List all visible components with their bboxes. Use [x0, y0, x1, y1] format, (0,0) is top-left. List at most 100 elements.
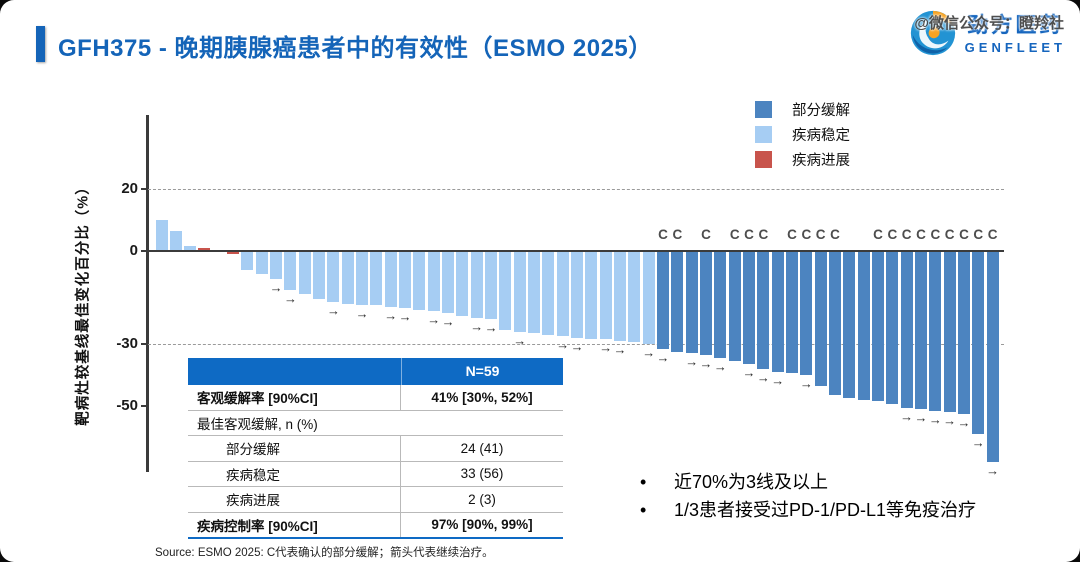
- waterfall-bar: [384, 251, 397, 307]
- table-value-cell: 33 (56): [460, 466, 504, 482]
- confirmed-response-marker: C: [973, 227, 984, 242]
- waterfall-bar: [943, 251, 956, 413]
- continuing-treatment-arrow: →: [699, 355, 713, 371]
- confirmed-response-marker: C: [987, 227, 998, 242]
- pr-swatch: [755, 101, 772, 118]
- bullet-dot: •: [640, 500, 647, 520]
- continuing-treatment-arrow: →: [470, 318, 484, 334]
- waterfall-bar: [169, 230, 182, 251]
- gridline-20: [148, 189, 1004, 190]
- bullet-dot: •: [640, 472, 647, 492]
- y-tick-label: 0: [129, 242, 138, 259]
- confirmed-response-marker: C: [672, 227, 683, 242]
- watermark-text: @微信公众号：瞪羚社: [914, 15, 1064, 32]
- waterfall-bar: [356, 251, 369, 306]
- waterfall-bar: [757, 251, 770, 369]
- results-table: N=59 客观缓解率 [90%CI] 41% [30%, 52%] 最佳客观缓解, n…: [188, 358, 563, 539]
- genfleet-logo-icon: [910, 10, 955, 56]
- confirmed-response-marker: C: [930, 227, 941, 242]
- continuing-treatment-arrow: →: [799, 376, 813, 391]
- genfleet-logo: 劲方医药 GENFLEET: [907, 6, 1066, 58]
- waterfall-bar: [800, 251, 813, 375]
- waterfall-bar: [184, 246, 197, 251]
- continuing-treatment-arrow: →: [957, 414, 971, 430]
- y-tick-mark: [141, 405, 147, 407]
- waterfall-bar: [714, 251, 727, 358]
- table-row: 疾病控制率 [90%CI] 97% [90%, 99%]: [188, 512, 563, 539]
- continuing-treatment-arrow: →: [685, 354, 699, 370]
- continuing-treatment-arrow: →: [971, 434, 985, 450]
- table-row: 部分缓解 24 (41): [188, 436, 563, 462]
- table-row: 疾病稳定 33 (56): [188, 461, 563, 487]
- waterfall-bar: [585, 251, 598, 340]
- continuing-treatment-arrow: →: [771, 372, 785, 388]
- waterfall-bar: [700, 251, 713, 355]
- continuing-treatment-arrow: →: [713, 358, 727, 374]
- table-label-cell: 疾病稳定: [188, 461, 401, 486]
- waterfall-bar: [542, 251, 555, 335]
- table-header-empty-cell: [188, 358, 402, 385]
- confirmed-response-marker: C: [787, 227, 797, 242]
- bullet-item: • 近70%为3线及以上: [636, 468, 976, 496]
- continuing-treatment-arrow: →: [756, 369, 770, 385]
- waterfall-bar: [241, 251, 254, 270]
- continuing-treatment-arrow: →: [900, 408, 914, 424]
- legend-label: 疾病进展: [792, 153, 850, 169]
- continuing-treatment-arrow: →: [355, 306, 369, 322]
- legend-item: 疾病稳定: [755, 126, 850, 144]
- confirmed-response-marker: C: [658, 227, 668, 242]
- waterfall-bar: [155, 220, 168, 251]
- waterfall-bar: [843, 251, 856, 399]
- waterfall-bar: [485, 251, 498, 320]
- continuing-treatment-arrow: →: [742, 365, 756, 381]
- table-row: 疾病进展 2 (3): [188, 487, 563, 513]
- bullet-item: • 1/3患者接受过PD-1/PD-L1等免疫治疗: [636, 496, 976, 524]
- y-tick-mark: [141, 343, 147, 345]
- confirmed-response-marker: C: [815, 227, 826, 242]
- table-label-cell: 客观缓解率 [90%CI]: [188, 385, 401, 410]
- waterfall-bar: [599, 251, 612, 340]
- y-tick-label: -30: [116, 335, 138, 352]
- company-name-cn: 劲方医药: [967, 14, 1064, 37]
- waterfall-bar: [628, 251, 641, 343]
- y-tick-mark: [141, 250, 147, 252]
- chart-legend: 部分缓解疾病稳定疾病进展: [755, 101, 850, 176]
- waterfall-bar: [284, 251, 297, 290]
- continuing-treatment-arrow: →: [986, 462, 1000, 478]
- table-row: 客观缓解率 [90%CI] 41% [30%, 52%]: [188, 385, 563, 411]
- y-tick-mark: [141, 188, 147, 190]
- continuing-treatment-arrow: →: [570, 338, 584, 354]
- bullet-text: 1/3患者接受过PD-1/PD-L1等免疫治疗: [674, 500, 977, 520]
- table-value-cell: 24 (41): [460, 440, 504, 456]
- key-points: • 近70%为3线及以上 • 1/3患者接受过PD-1/PD-L1等免疫治疗: [636, 468, 976, 524]
- waterfall-bar: [470, 251, 483, 318]
- waterfall-bar: [743, 251, 756, 365]
- waterfall-bar: [456, 251, 469, 317]
- continuing-treatment-arrow: →: [398, 309, 412, 325]
- legend-label: 部分缓解: [792, 103, 850, 119]
- continuing-treatment-arrow: →: [441, 314, 455, 329]
- waterfall-bar: [814, 251, 827, 386]
- waterfall-bar: [972, 251, 985, 434]
- continuing-treatment-arrow: →: [513, 332, 527, 348]
- waterfall-bar: [914, 251, 927, 410]
- confirmed-response-marker: C: [916, 227, 926, 242]
- waterfall-bar: [728, 251, 741, 362]
- confirmed-response-marker: C: [744, 227, 754, 242]
- table-label-cell: 最佳客观缓解, n (%): [197, 416, 318, 432]
- waterfall-bar: [255, 251, 268, 275]
- legend-item: 疾病进展: [755, 151, 850, 169]
- page-title: GFH375 - 晚期胰腺癌患者中的有效性（ESMO 2025）: [58, 35, 653, 62]
- title-accent-bar: [36, 26, 45, 62]
- waterfall-bar: [886, 251, 899, 405]
- continuing-treatment-arrow: →: [283, 290, 297, 306]
- waterfall-bar: [399, 251, 412, 309]
- waterfall-bar: [872, 251, 884, 402]
- waterfall-bar: [499, 251, 512, 331]
- confirmed-response-marker: C: [758, 227, 769, 242]
- waterfall-bar: [427, 251, 440, 312]
- confirmed-response-marker: C: [887, 227, 898, 242]
- continuing-treatment-arrow: →: [556, 337, 570, 353]
